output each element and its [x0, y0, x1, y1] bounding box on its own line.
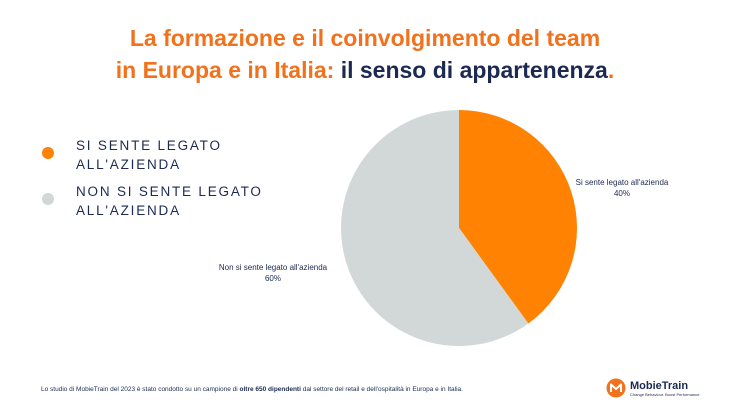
slice-label-non-legato: Non si sente legato all'azienda 60% [203, 262, 343, 284]
title-line-2-orange: in Europa e in Italia: [115, 57, 335, 83]
logo-name: MobieTrain [630, 379, 689, 392]
title-line-2-dot: . [607, 57, 615, 83]
title-line-1: La formazione e il coinvolgimento del te… [129, 25, 601, 51]
title-line-2-navy: il senso di appartenenza [334, 57, 608, 83]
legend-dot-non-legato [42, 193, 54, 205]
slice-label-non-legato-name: Non si sente legato all'azienda [218, 263, 328, 272]
legend-item-non-legato: NON SI SENTE LEGATO ALL'AZIENDA [42, 182, 266, 220]
footer-bold: oltre 650 dipendenti [239, 386, 301, 393]
legend-label-legato: SI SENTE LEGATO ALL'AZIENDA [76, 138, 222, 172]
slice-label-legato-value: 40% [613, 189, 630, 198]
footer-post: dal settore del retail e dell'ospitalità… [300, 386, 463, 393]
mobietrain-logo-icon [606, 378, 626, 398]
chart-title: La formazione e il coinvolgimento del te… [0, 22, 730, 86]
legend: SI SENTE LEGATO ALL'AZIENDA NON SI SENTE… [42, 136, 266, 228]
slice-label-legato: Si sente legato all'azienda 40% [552, 177, 692, 199]
slice-label-non-legato-value: 60% [264, 274, 281, 283]
pie-slice-legato [459, 110, 578, 324]
footer-pre: Lo studio di MobieTrain del 2023 è stato… [41, 386, 240, 393]
legend-label-non-legato: NON SI SENTE LEGATO ALL'AZIENDA [76, 184, 263, 218]
mobietrain-logo: MobieTrain Change Behaviour. Boost Perfo… [606, 378, 701, 398]
pie-slice-non-legato [341, 110, 529, 347]
legend-dot-legato [42, 147, 54, 159]
slice-label-legato-name: Si sente legato all'azienda [575, 178, 669, 187]
footer-note: Lo studio di MobieTrain del 2023 è stato… [41, 386, 463, 393]
legend-item-legato: SI SENTE LEGATO ALL'AZIENDA [42, 136, 266, 174]
logo-tagline: Change Behaviour. Boost Performance. [630, 391, 701, 397]
title-line-2: in Europa e in Italia: il senso di appar… [0, 54, 730, 86]
